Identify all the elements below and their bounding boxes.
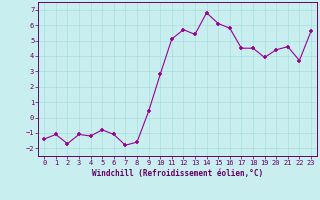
X-axis label: Windchill (Refroidissement éolien,°C): Windchill (Refroidissement éolien,°C)	[92, 169, 263, 178]
